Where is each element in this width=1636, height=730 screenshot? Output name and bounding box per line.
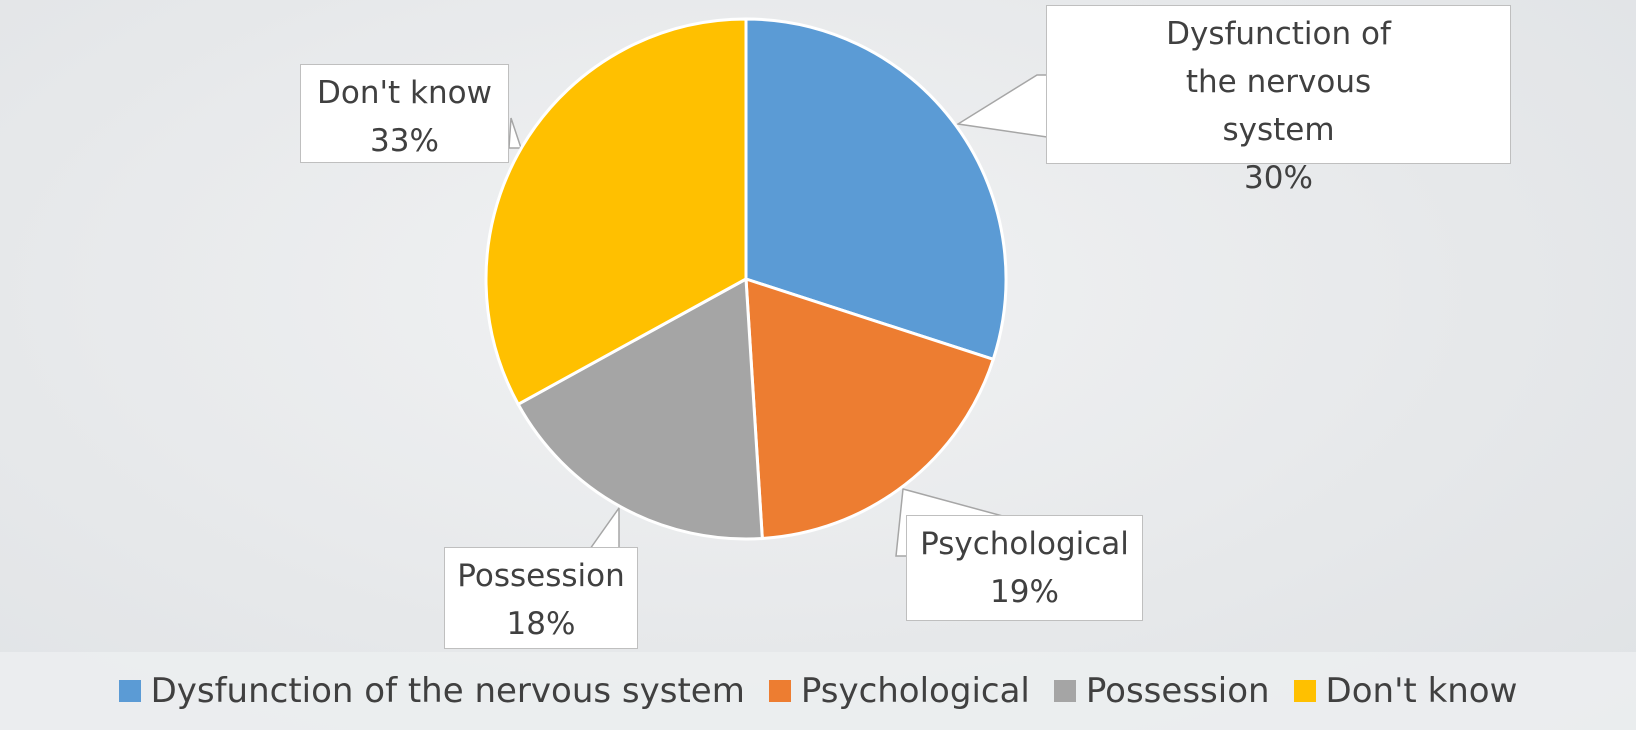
legend-swatch bbox=[1053, 680, 1076, 702]
leader-line bbox=[955, 74, 1048, 138]
data-label: Dysfunction of the nervous system 30% bbox=[1046, 5, 1511, 196]
legend-swatch bbox=[118, 680, 141, 702]
legend-swatch bbox=[1293, 680, 1316, 702]
legend-swatch bbox=[768, 680, 791, 702]
wedges bbox=[484, 17, 1008, 541]
legend-label: Dysfunction of the nervous system bbox=[150, 671, 745, 711]
leader-lines bbox=[508, 74, 1048, 557]
data-label: Psychological 19% bbox=[906, 515, 1143, 621]
legend-label: Don't know bbox=[1325, 671, 1518, 711]
label-category: Psychological bbox=[920, 526, 1129, 562]
label-value: 30% bbox=[1244, 160, 1313, 196]
legend-item: Psychological bbox=[768, 671, 1030, 711]
data-label: Possession 18% bbox=[444, 547, 638, 649]
legend-label: Psychological bbox=[800, 671, 1030, 711]
wedge bbox=[516, 276, 764, 541]
legend-item: Possession bbox=[1053, 671, 1270, 711]
wedge bbox=[744, 17, 1008, 362]
label-value: 19% bbox=[990, 574, 1059, 610]
label-value: 18% bbox=[506, 606, 576, 642]
label-category: Dysfunction of the nervous system bbox=[1166, 16, 1391, 148]
leader-line bbox=[588, 505, 620, 550]
label-category: Possession bbox=[457, 558, 625, 594]
legend-label: Possession bbox=[1085, 671, 1270, 711]
leader-line bbox=[508, 117, 523, 149]
legend-item: Don't know bbox=[1293, 671, 1518, 711]
wedge bbox=[744, 276, 996, 541]
data-label: Don't know 33% bbox=[300, 64, 509, 163]
label-value: 33% bbox=[370, 123, 439, 159]
label-category: Don't know bbox=[317, 75, 492, 111]
legend: Dysfunction of the nervous system Psychol… bbox=[0, 652, 1636, 730]
wedge bbox=[484, 17, 748, 407]
legend-item: Dysfunction of the nervous system bbox=[118, 671, 745, 711]
